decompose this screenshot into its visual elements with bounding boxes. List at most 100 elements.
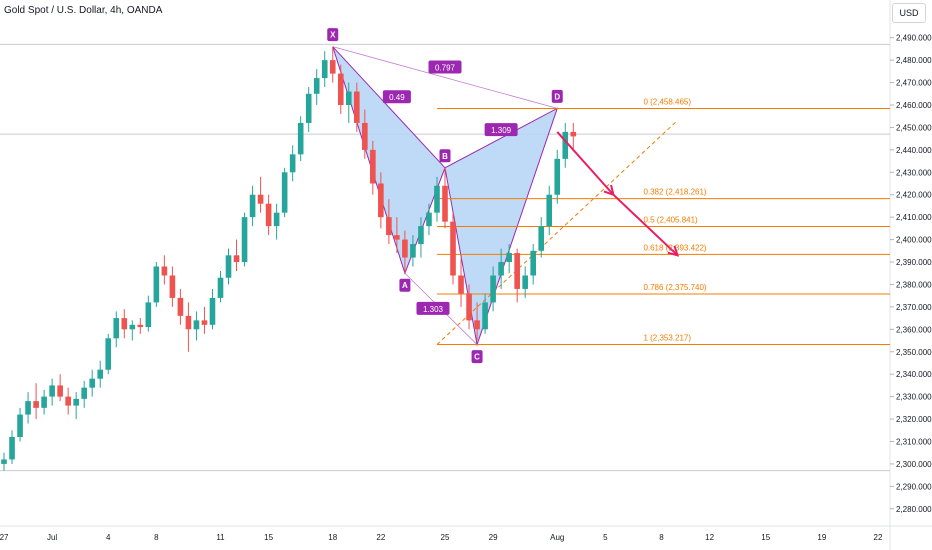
ratio-label: 1.309 <box>491 126 512 135</box>
candle-body <box>345 91 352 105</box>
y-tick-label: 2,470.000 <box>896 79 932 88</box>
x-tick-label: 8 <box>659 533 664 542</box>
y-tick-label: 2,320.000 <box>896 415 932 424</box>
x-tick-label: 5 <box>603 533 608 542</box>
pattern-triangle-xab <box>332 46 446 275</box>
x-tick-label: Jul <box>47 533 57 542</box>
y-tick-label: 2,290.000 <box>896 482 932 491</box>
pattern-point-label: D <box>554 92 560 101</box>
candle-body <box>225 255 232 278</box>
x-tick-label: 22 <box>376 533 385 542</box>
candle-body <box>289 154 296 173</box>
candle-body <box>97 369 104 379</box>
fib-level-label: 0.382 (2,418.261) <box>643 188 706 197</box>
candle-body <box>466 293 472 321</box>
y-tick-label: 2,480.000 <box>896 56 932 65</box>
y-tick-label: 2,460.000 <box>896 101 932 110</box>
candle-body <box>546 194 553 227</box>
candle-body <box>426 212 432 227</box>
currency-button[interactable]: USD <box>892 3 926 23</box>
candle-body <box>410 244 416 258</box>
candle-body <box>265 203 272 227</box>
candle-body <box>490 275 496 303</box>
candle-body <box>137 324 144 328</box>
projection-arrowhead-1 <box>603 184 615 197</box>
x-tick-label: 11 <box>216 533 225 542</box>
y-tick-label: 2,410.000 <box>896 213 932 222</box>
candle-body <box>450 221 456 276</box>
x-tick-label: Aug <box>550 533 564 542</box>
x-tick-label: 29 <box>489 533 498 542</box>
candle-body <box>177 297 184 316</box>
candle-body <box>530 250 537 276</box>
y-tick-label: 2,420.000 <box>896 191 932 200</box>
x-tick-label: 15 <box>264 533 273 542</box>
candle-body <box>105 338 112 370</box>
candle-body <box>273 212 280 227</box>
candle-body <box>9 437 15 460</box>
y-tick-label: 2,300.000 <box>896 460 932 469</box>
y-tick-label: 2,450.000 <box>896 123 932 132</box>
projection-arrowhead-2 <box>667 245 680 257</box>
candle-body <box>81 387 87 399</box>
candle-body <box>353 91 360 123</box>
y-tick-label: 2,360.000 <box>896 325 932 334</box>
candle-body <box>474 320 480 330</box>
candle-body <box>305 93 312 123</box>
candle-body <box>129 324 136 330</box>
y-tick-label: 2,280.000 <box>896 505 932 514</box>
candle-body <box>329 60 336 74</box>
y-tick-label: 2,380.000 <box>896 280 932 289</box>
ratio-label: 1.303 <box>423 305 444 314</box>
candle-body <box>73 398 79 406</box>
y-tick-label: 2,330.000 <box>896 393 932 402</box>
candle-body <box>41 396 47 408</box>
candle-body <box>498 262 504 276</box>
pattern-point-bg <box>399 278 411 292</box>
candle-body <box>89 378 96 388</box>
candle-body <box>313 78 320 94</box>
pattern-point-label: C <box>474 353 480 362</box>
candle-body <box>209 297 216 325</box>
x-tick-label: 22 <box>874 533 883 542</box>
candle-body <box>570 131 577 137</box>
x-tick-label: 27 <box>0 533 9 542</box>
fib-level-label: 0.786 (2,375.740) <box>643 283 706 292</box>
candle-body <box>418 226 424 245</box>
pattern-point-bg <box>551 89 563 103</box>
candle-body <box>370 149 376 184</box>
candle-body <box>482 302 488 330</box>
y-tick-label: 2,430.000 <box>896 168 932 177</box>
candle-body <box>522 275 528 289</box>
candle-body <box>193 320 200 330</box>
candle-body <box>362 122 368 150</box>
candle-body <box>434 185 440 213</box>
pattern-line-xd <box>332 46 558 109</box>
y-tick-label: 2,340.000 <box>896 370 932 379</box>
candle-body <box>257 194 264 204</box>
candle-body <box>394 235 400 240</box>
fib-level-label: 0 (2,458.465) <box>643 97 691 106</box>
ratio-label-bg <box>382 90 411 104</box>
candle-body <box>337 73 344 105</box>
candle-body <box>241 217 248 263</box>
x-tick-label: 12 <box>705 533 714 542</box>
y-tick-label: 2,310.000 <box>896 437 932 446</box>
candle-body <box>562 131 569 159</box>
y-tick-label: 2,440.000 <box>896 146 932 155</box>
candle-body <box>233 255 240 263</box>
fib-level-label: 1 (2,353.217) <box>643 334 691 343</box>
pattern-point-label: A <box>402 281 408 290</box>
x-tick-label: 18 <box>328 533 337 542</box>
candle-body <box>321 60 328 79</box>
candle-body <box>442 185 448 222</box>
pattern-point-label: B <box>442 152 448 161</box>
y-tick-label: 2,390.000 <box>896 258 932 267</box>
y-tick-label: 2,400.000 <box>896 236 932 245</box>
candle-body <box>281 172 288 213</box>
candle-body <box>145 302 152 328</box>
candle-body <box>249 194 256 218</box>
candle-body <box>201 320 208 325</box>
candle-body <box>25 401 31 415</box>
